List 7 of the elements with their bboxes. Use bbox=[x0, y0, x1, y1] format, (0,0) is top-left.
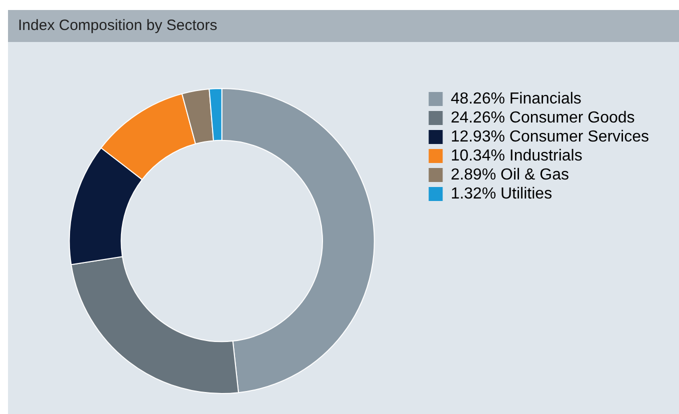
chart-title: Index Composition by Sectors bbox=[8, 10, 679, 42]
legend-label: 2.89% Oil & Gas bbox=[450, 166, 569, 184]
legend-label: 24.26% Consumer Goods bbox=[450, 109, 635, 126]
legend-label: 48.26% Financials bbox=[450, 90, 582, 108]
legend-label: 10.34% Industrials bbox=[450, 147, 582, 164]
legend-label: 12.93% Consumer Services bbox=[450, 128, 649, 146]
legend-label: 1.32% Utilities bbox=[450, 185, 552, 202]
